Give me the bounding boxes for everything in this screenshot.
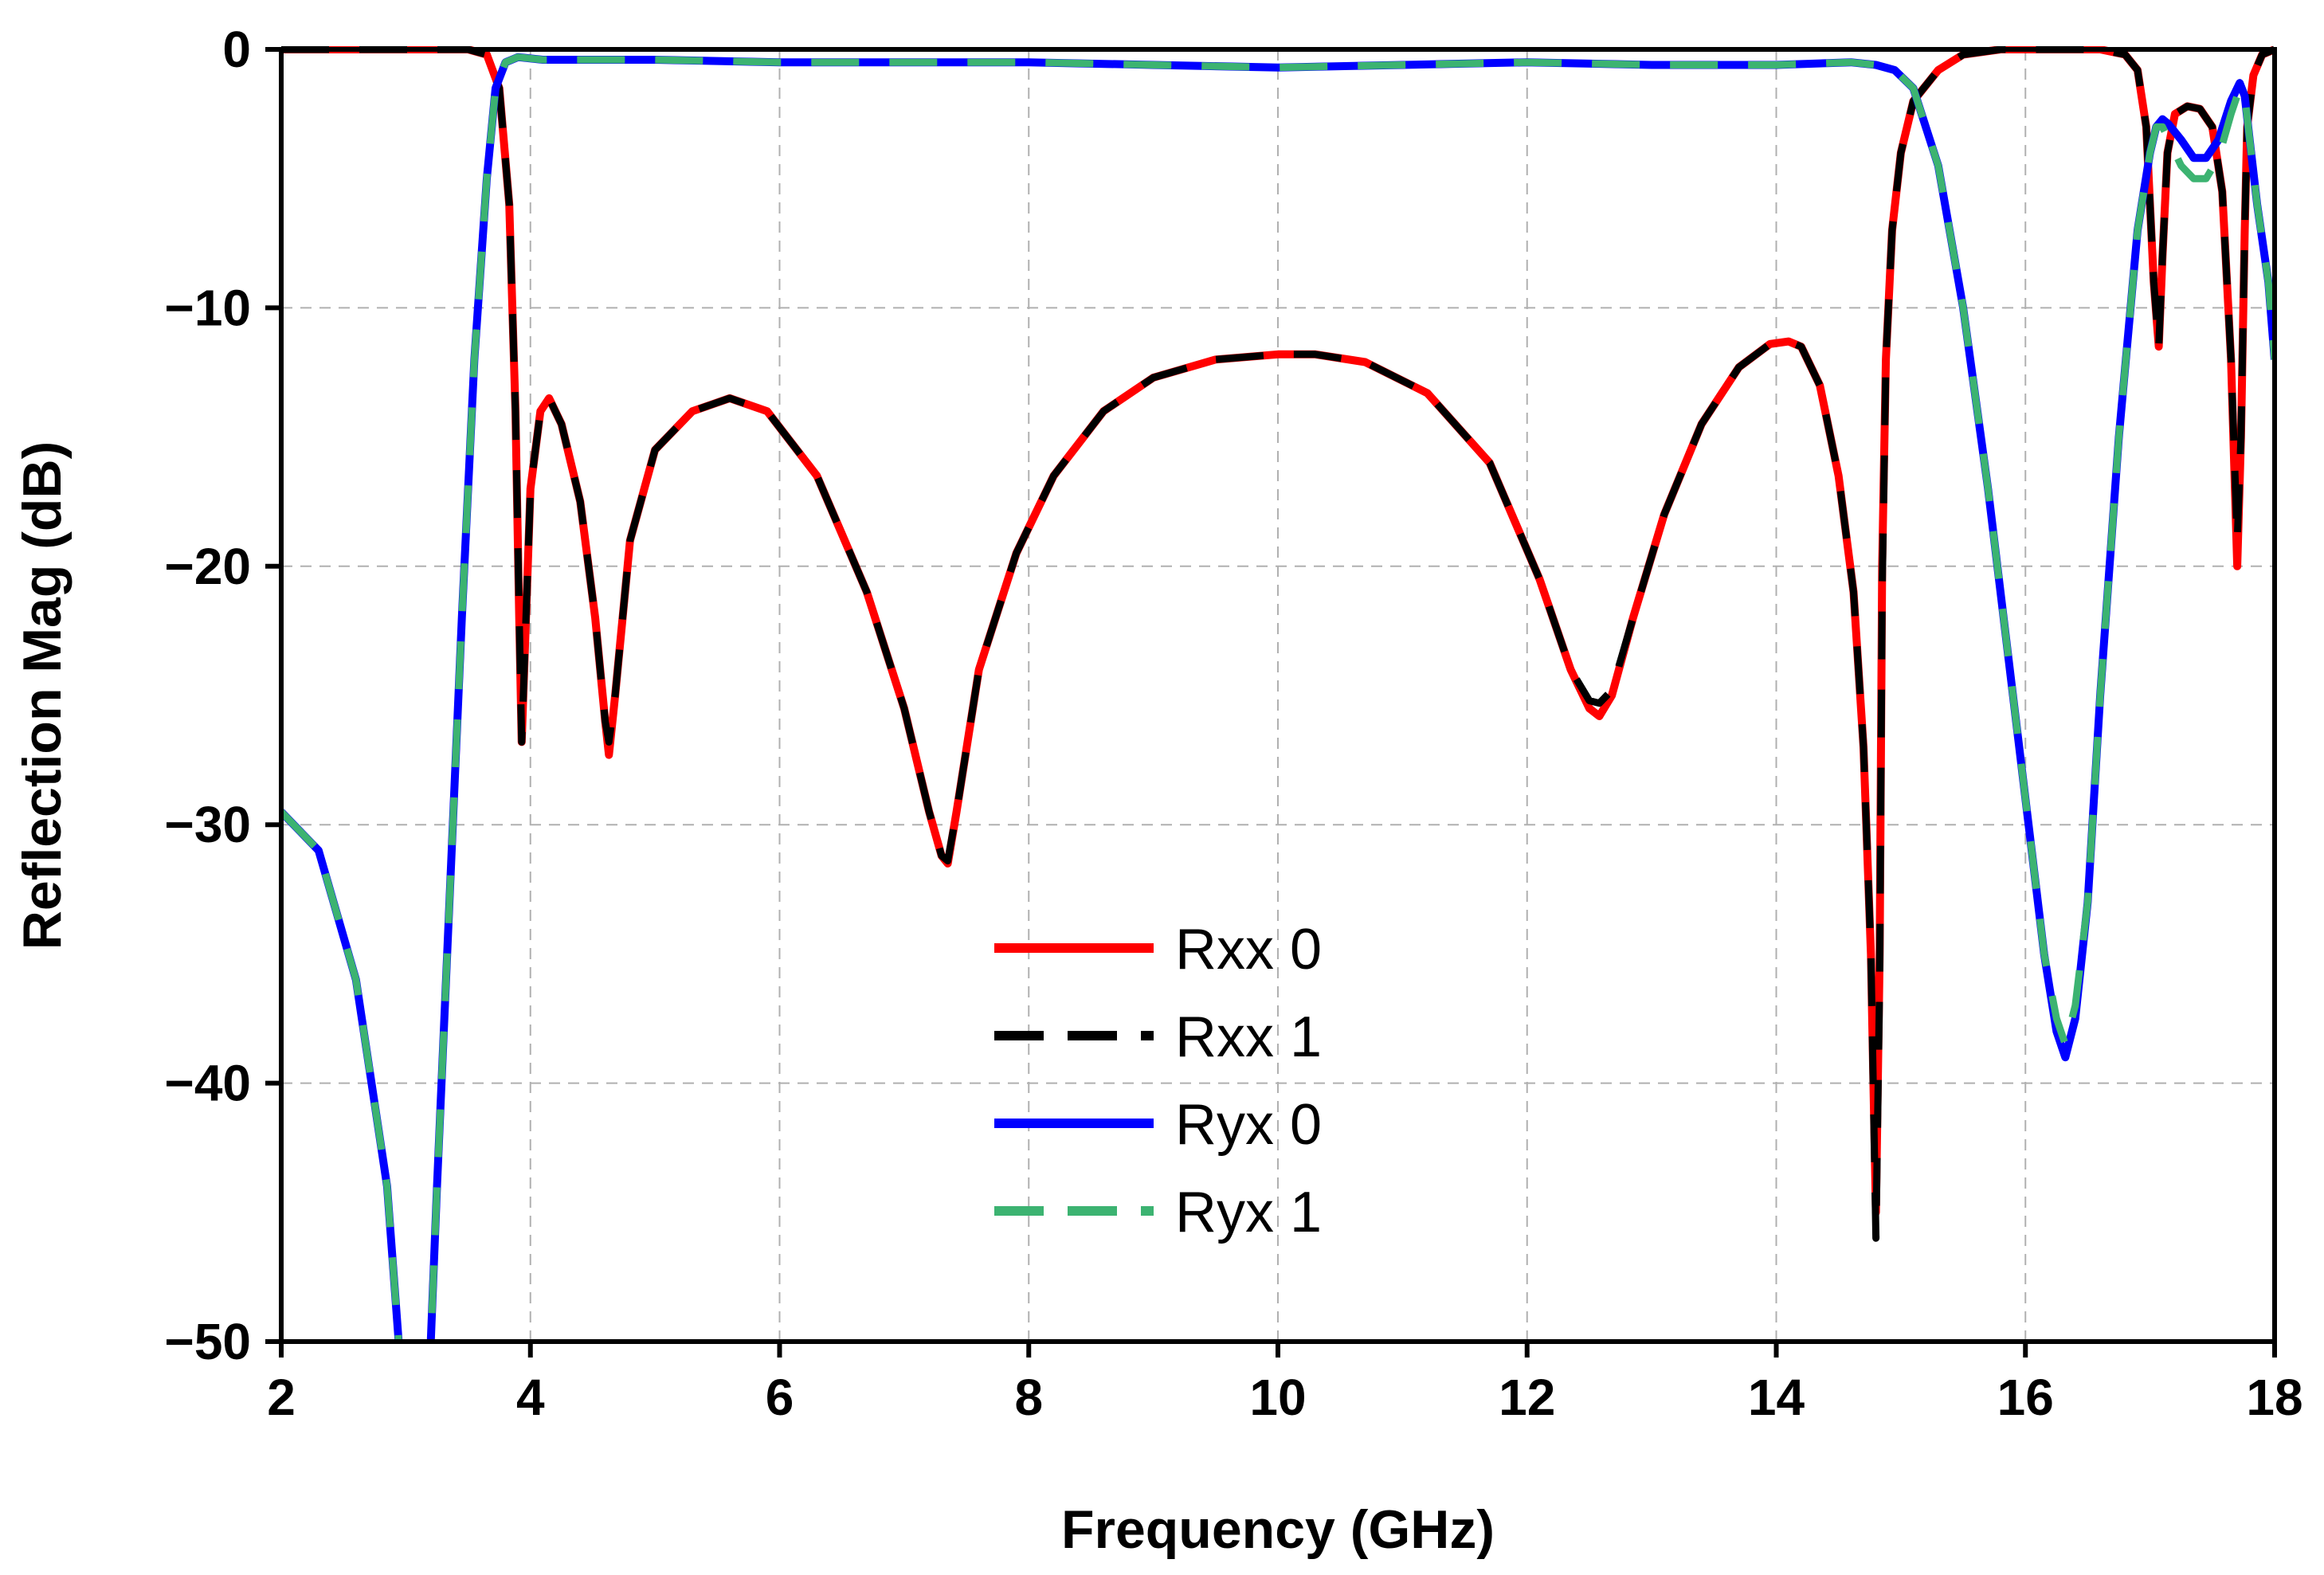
x-tick-label: 6 [766, 1369, 794, 1426]
x-tick-label: 4 [516, 1369, 545, 1426]
series-line-rxx-1 [281, 46, 2275, 1242]
y-tick-label: −30 [164, 796, 251, 853]
series-line-ryx-0 [281, 53, 2275, 1342]
axis-ticks [265, 47, 2277, 1358]
x-tick-label: 18 [2246, 1369, 2302, 1426]
y-tick-label: −10 [164, 279, 251, 336]
y-tick-labels: 0 −10 −20 −30 −40 −50 [164, 21, 251, 1370]
y-tick-label: 0 [222, 21, 251, 78]
x-tick-label: 10 [1249, 1369, 1306, 1426]
y-tick-label: −20 [164, 538, 251, 595]
series-line-ryx-1 [281, 53, 2275, 1342]
x-tick-label: 16 [1997, 1369, 2054, 1426]
legend-label: Ryx 1 [1175, 1181, 1322, 1244]
x-axis-title: Frequency (GHz) [1061, 1499, 1495, 1560]
y-tick-label: −40 [164, 1055, 251, 1112]
y-axis-title: Reflection Mag (dB) [12, 441, 73, 950]
legend-label: Rxx 0 [1175, 918, 1322, 981]
x-tick-label: 2 [267, 1369, 296, 1426]
y-tick-label: −50 [164, 1313, 251, 1370]
x-tick-labels: 2 4 6 8 10 12 14 16 18 [267, 1369, 2302, 1426]
x-tick-label: 12 [1499, 1369, 1555, 1426]
legend-label: Rxx 1 [1175, 1005, 1322, 1069]
legend-label: Ryx 0 [1175, 1093, 1322, 1157]
x-tick-label: 8 [1014, 1369, 1043, 1426]
series-group [281, 46, 2275, 1342]
x-tick-label: 14 [1748, 1369, 1805, 1426]
grid-lines [281, 49, 2275, 1342]
legend: Rxx 0 Rxx 1 Ryx 0 Ryx 1 [994, 918, 1322, 1244]
